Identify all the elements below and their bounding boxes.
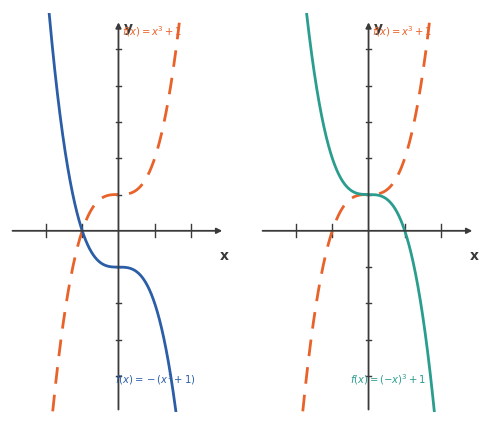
Text: $f(x) = x^3 + 1$: $f(x) = x^3 + 1$ [372, 24, 432, 39]
Text: $\mathbf{x}$: $\mathbf{x}$ [468, 249, 479, 263]
Text: $\mathbf{y}$: $\mathbf{y}$ [123, 22, 133, 37]
Text: $f(x) = (-x)^3 + 1$: $f(x) = (-x)^3 + 1$ [351, 372, 427, 387]
Text: $f(x) = x^3 + 1$: $f(x) = x^3 + 1$ [122, 24, 183, 39]
Text: $\mathbf{x}$: $\mathbf{x}$ [219, 249, 229, 263]
Text: $f(x) = -(x^3 + 1)$: $f(x) = -(x^3 + 1)$ [115, 372, 195, 387]
Text: $\mathbf{y}$: $\mathbf{y}$ [373, 22, 384, 37]
